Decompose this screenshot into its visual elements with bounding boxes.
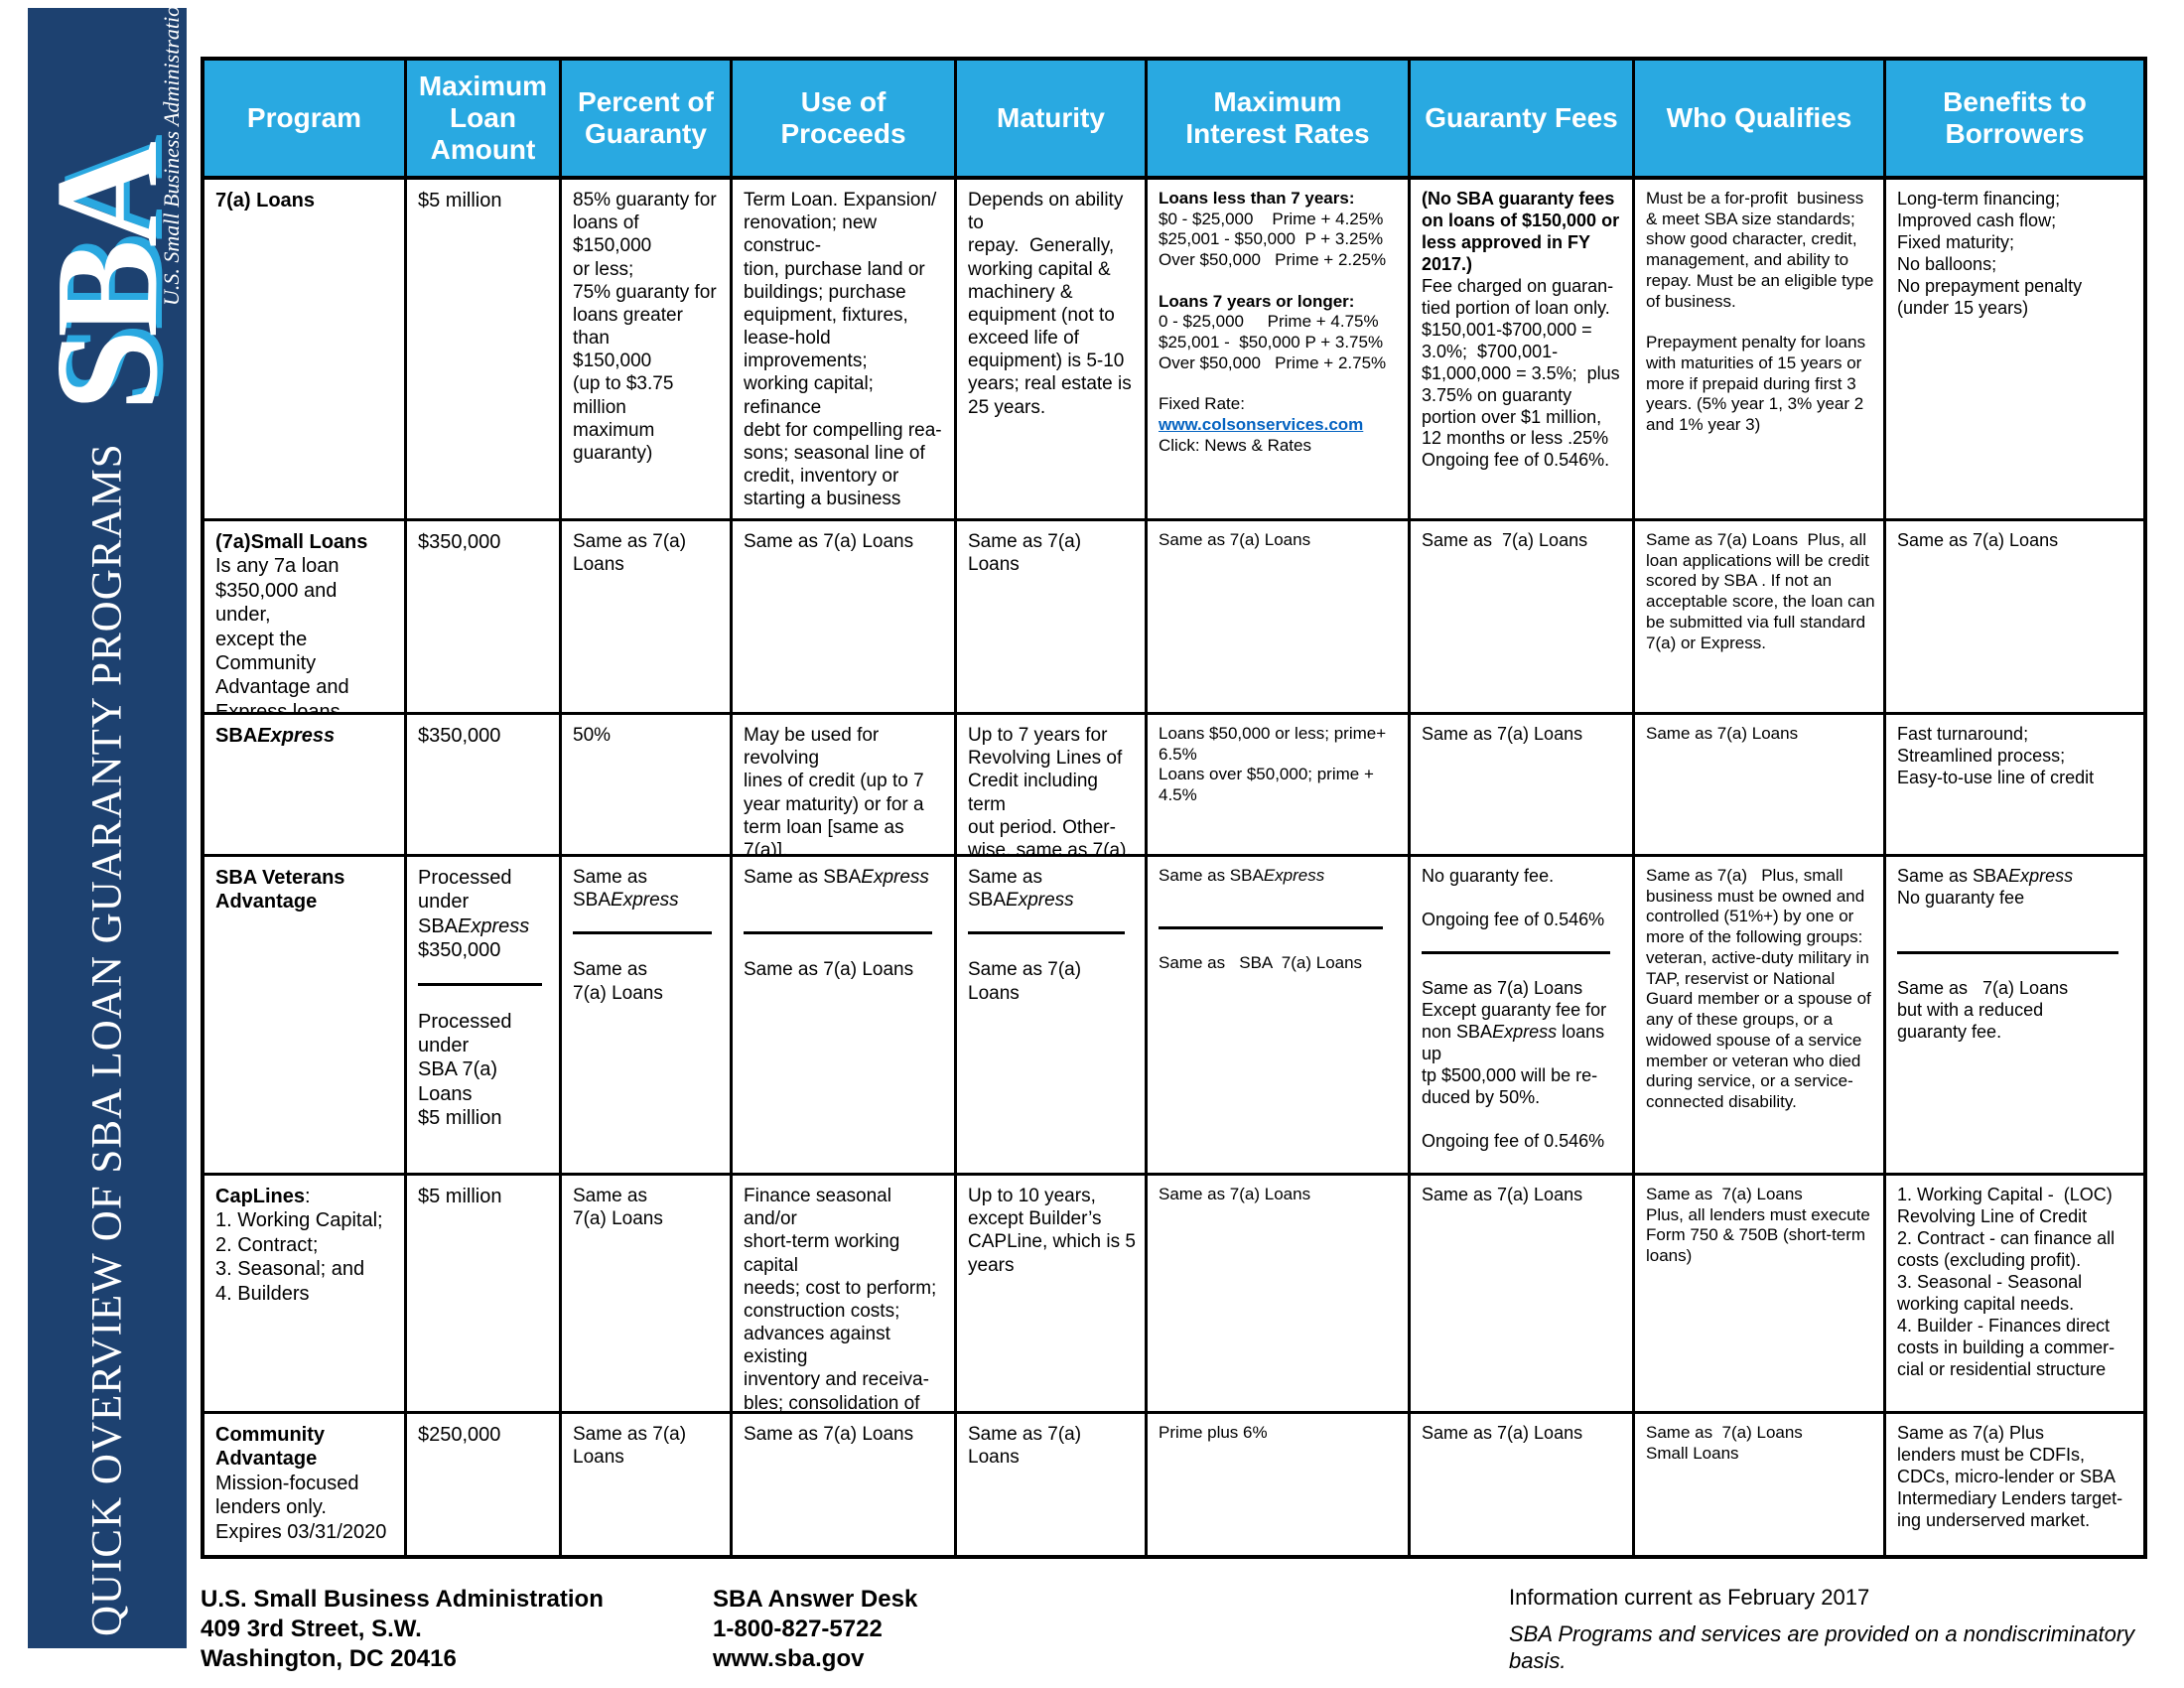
- cell-benefits: Same as 7(a) Loans: [1886, 521, 2143, 715]
- cell-guaranty-pct: Same as 7(a) Loans: [562, 1176, 733, 1414]
- cell-interest-rates: Loans less than 7 years: $0 - $25,000 Pri…: [1148, 180, 1411, 521]
- cell-max-loan: $5 million: [407, 1176, 562, 1414]
- sop-line: See the SOP for the most up to date deta…: [1509, 1685, 2139, 1688]
- cell-interest-rates: Prime plus 6%: [1148, 1414, 1411, 1555]
- table-header-row: Program Maximum Loan Amount Percent of G…: [205, 61, 2143, 180]
- cell-guaranty-pct: 50%: [562, 715, 733, 857]
- page-footer: U.S. Small Business Administration 409 3…: [201, 1585, 2139, 1688]
- cell-use-of-proceeds: Same as 7(a) Loans: [733, 521, 957, 715]
- column-header-benefits: Benefits to Borrowers: [1886, 61, 2143, 180]
- cell-guaranty-fees: (No SBA guaranty fees on loans of $150,00…: [1411, 180, 1635, 521]
- cell-who-qualifies: Same as 7(a) Loans Small Loans: [1635, 1414, 1886, 1555]
- nondiscrimination-line: SBA Programs and services are provided o…: [1509, 1621, 2135, 1673]
- sba-sidebar: SBA U.S. Small Business Administration Q…: [26, 0, 189, 1648]
- cell-program: 7(a) Loans: [205, 180, 407, 521]
- cell-maturity: Same as 7(a) Loans: [957, 521, 1148, 715]
- row-community-advantage: Community Advantage Mission-focused lenders…: [205, 1414, 2143, 1555]
- column-header-max-loan: Maximum Loan Amount: [407, 61, 562, 180]
- column-header-program: Program: [205, 61, 407, 180]
- row-sba-express: SBAExpress $350,000 50% May be used for …: [205, 715, 2143, 857]
- cell-max-loan: $350,000: [407, 715, 562, 857]
- cell-program: SBA Veterans Advantage: [205, 857, 407, 1176]
- cell-program: (7a)Small Loans Is any 7a loan $350,000 an…: [205, 521, 407, 715]
- sba-logo-subtext: U.S. Small Business Administration: [159, 0, 184, 306]
- cell-who-qualifies: Same as 7(a) Loans: [1635, 715, 1886, 857]
- sba-address: U.S. Small Business Administration 409 3…: [201, 1586, 604, 1672]
- cell-guaranty-fees: Same as 7(a) Loans: [1411, 1176, 1635, 1414]
- cell-benefits: 1. Working Capital - (LOC) Revolving Line…: [1886, 1176, 2143, 1414]
- cell-benefits: Same as SBAExpress No guaranty fee Same as…: [1886, 857, 2143, 1176]
- cell-interest-rates: Same as SBAExpress Same as SBA 7(a) Loans: [1148, 857, 1411, 1176]
- row-7a-loans: 7(a) Loans $5 million 85% guaranty for lo…: [205, 180, 2143, 521]
- cell-who-qualifies: Same as 7(a) Loans Plus, all loan applica…: [1635, 521, 1886, 715]
- cell-use-of-proceeds: Same as SBAExpress Same as 7(a) Loans: [733, 857, 957, 1176]
- row-7a-small-loans: (7a)Small Loans Is any 7a loan $350,000 an…: [205, 521, 2143, 715]
- cell-benefits: Long-term financing; Improved cash flow; F…: [1886, 180, 2143, 521]
- cell-maturity: Same as 7(a) Loans: [957, 1414, 1148, 1555]
- sba-answer-desk: SBA Answer Desk 1-800-827-5722 www.sba.g…: [713, 1586, 918, 1672]
- cell-who-qualifies: Same as 7(a) Plus, small business must be…: [1635, 857, 1886, 1176]
- cell-max-loan: $5 million: [407, 180, 562, 521]
- cell-interest-rates: Same as 7(a) Loans: [1148, 1176, 1411, 1414]
- cell-maturity: Same as SBAExpress Same as 7(a) Loans: [957, 857, 1148, 1176]
- footer-info: Information current as February 2017 SBA…: [1509, 1585, 2139, 1688]
- info-current-line: Information current as February 2017: [1509, 1585, 1870, 1610]
- cell-maturity: Depends on ability to repay. Generally, wo…: [957, 180, 1148, 521]
- cell-guaranty-fees: Same as 7(a) Loans: [1411, 1414, 1635, 1555]
- column-header-guaranty-pct: Percent of Guaranty: [562, 61, 733, 180]
- cell-use-of-proceeds: May be used for revolving lines of credit…: [733, 715, 957, 857]
- cell-max-loan: $250,000: [407, 1414, 562, 1555]
- colsonservices-link[interactable]: www.colsonservices.com: [1159, 415, 1364, 435]
- cell-benefits: Fast turnaround; Streamlined process; Easy…: [1886, 715, 2143, 857]
- cell-program: SBAExpress: [205, 715, 407, 857]
- column-header-guaranty-fees: Guaranty Fees: [1411, 61, 1635, 180]
- cell-guaranty-pct: Same as SBAExpress Same as 7(a) Loans: [562, 857, 733, 1176]
- cell-guaranty-pct: Same as 7(a) Loans: [562, 1414, 733, 1555]
- column-header-interest-rates: Maximum Interest Rates: [1148, 61, 1411, 180]
- cell-use-of-proceeds: Finance seasonal and/or short-term workin…: [733, 1176, 957, 1414]
- cell-use-of-proceeds: Same as 7(a) Loans: [733, 1414, 957, 1555]
- cell-guaranty-fees: No guaranty fee. Ongoing fee of 0.546% Sam…: [1411, 857, 1635, 1176]
- cell-guaranty-fees: Same as 7(a) Loans: [1411, 521, 1635, 715]
- cell-maturity: Up to 7 years for Revolving Lines of Credi…: [957, 715, 1148, 857]
- row-veterans-advantage: SBA Veterans Advantage Processed under SBA…: [205, 857, 2143, 1176]
- cell-benefits: Same as 7(a) Plus lenders must be CDFIs, C…: [1897, 1423, 2123, 1530]
- cell-who-qualifies: Same as 7(a) Loans Plus, all lenders must…: [1635, 1176, 1886, 1414]
- column-header-use-of-proceeds: Use of Proceeds: [733, 61, 957, 180]
- cell-guaranty-fees: Same as 7(a) Loans: [1411, 715, 1635, 857]
- column-header-who-qualifies: Who Qualifies: [1635, 61, 1886, 180]
- cell-max-loan: $350,000: [407, 521, 562, 715]
- column-header-maturity: Maturity: [957, 61, 1148, 180]
- cell-guaranty-pct: Same as 7(a) Loans: [562, 521, 733, 715]
- cell-use-of-proceeds: Term Loan. Expansion/renovation; new con…: [733, 180, 957, 521]
- vertical-title: QUICK OVERVIEW OF SBA LOAN GUARANTY PROG…: [83, 443, 131, 1636]
- programs-table: Program Maximum Loan Amount Percent of G…: [201, 57, 2147, 1559]
- cell-program: CapLines: 1. Working Capital; 2. Contract;…: [205, 1176, 407, 1414]
- cell-program: Community Advantage Mission-focused lenders…: [205, 1414, 407, 1555]
- cell-interest-rates: Loans $50,000 or less; prime+ 6.5% Loans o…: [1148, 715, 1411, 857]
- cell-maturity: Up to 10 years, except Builder’s CAPLine, …: [957, 1176, 1148, 1414]
- row-caplines: CapLines: 1. Working Capital; 2. Contract;…: [205, 1176, 2143, 1414]
- cell-guaranty-pct: 85% guaranty for loans of $150,000 or less…: [562, 180, 733, 521]
- cell-max-loan: Processed under SBAExpress $350,000 Process…: [407, 857, 562, 1176]
- cell-who-qualifies: Must be a for-profit business & meet SBA …: [1635, 180, 1886, 521]
- cell-interest-rates: Same as 7(a) Loans: [1148, 521, 1411, 715]
